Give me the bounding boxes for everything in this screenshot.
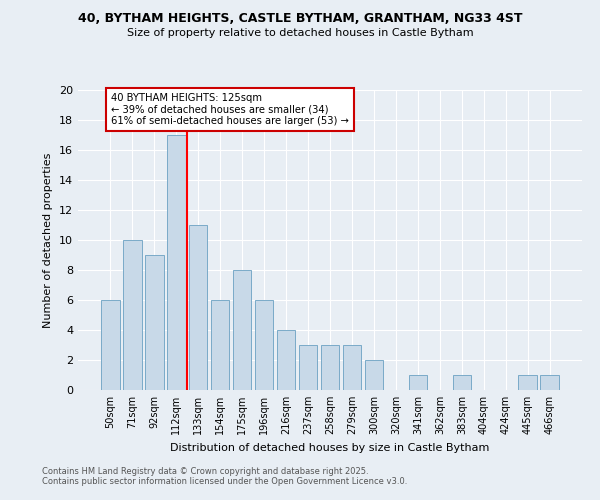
Text: Contains HM Land Registry data © Crown copyright and database right 2025.: Contains HM Land Registry data © Crown c…	[42, 467, 368, 476]
Bar	[211, 300, 229, 390]
Bar	[541, 375, 559, 390]
Text: Size of property relative to detached houses in Castle Bytham: Size of property relative to detached ho…	[127, 28, 473, 38]
Bar	[452, 375, 471, 390]
Bar	[277, 330, 295, 390]
Bar	[299, 345, 317, 390]
Text: 40 BYTHAM HEIGHTS: 125sqm
← 39% of detached houses are smaller (34)
61% of semi-: 40 BYTHAM HEIGHTS: 125sqm ← 39% of detac…	[110, 93, 349, 126]
Bar	[255, 300, 274, 390]
Bar	[189, 225, 208, 390]
Bar	[123, 240, 142, 390]
Y-axis label: Number of detached properties: Number of detached properties	[43, 152, 53, 328]
Bar	[365, 360, 383, 390]
Bar	[409, 375, 427, 390]
Bar	[167, 135, 185, 390]
Bar	[233, 270, 251, 390]
Bar	[320, 345, 340, 390]
Text: 40, BYTHAM HEIGHTS, CASTLE BYTHAM, GRANTHAM, NG33 4ST: 40, BYTHAM HEIGHTS, CASTLE BYTHAM, GRANT…	[78, 12, 522, 26]
Bar	[518, 375, 537, 390]
Text: Contains public sector information licensed under the Open Government Licence v3: Contains public sector information licen…	[42, 477, 407, 486]
Bar	[101, 300, 119, 390]
Bar	[145, 255, 164, 390]
Bar	[343, 345, 361, 390]
X-axis label: Distribution of detached houses by size in Castle Bytham: Distribution of detached houses by size …	[170, 442, 490, 452]
